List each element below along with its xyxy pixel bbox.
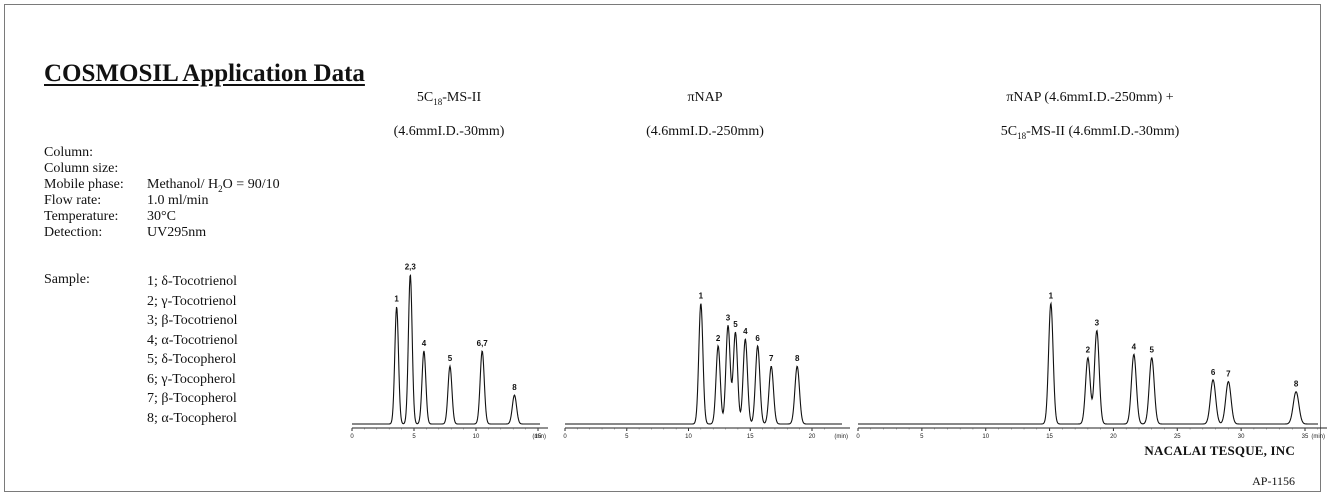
sample-item: 1; δ-Tocotrienol — [147, 274, 237, 289]
panel3-title-line2: 5C18-MS-II (4.6mmI.D.-30mm) — [1000, 124, 1180, 141]
condition-label: Column size: — [44, 161, 119, 176]
x-tick-label: 10 — [982, 434, 989, 440]
chromatogram-trace — [352, 273, 540, 425]
x-tick-label: 15 — [535, 434, 542, 440]
document-code: AP-1156 — [1252, 474, 1295, 488]
x-tick-label: 0 — [856, 434, 860, 440]
x-tick-label: 5 — [625, 434, 629, 440]
panel2-title-line1: πNAP — [687, 90, 723, 105]
page-title: COSMOSIL Application Data — [44, 60, 365, 87]
peak-label: 4 — [422, 339, 427, 348]
panel1-title-line1: 5C18-MS-II — [416, 90, 482, 107]
peak-label: 4 — [1132, 342, 1137, 351]
condition-value: Methanol/ H2O = 90/10 — [147, 177, 280, 194]
peak-label: 1 — [394, 295, 399, 304]
peak-label: 6,7 — [477, 339, 489, 348]
peak-label: 3 — [726, 313, 731, 322]
x-tick-label: 30 — [1238, 434, 1245, 440]
peak-label: 5 — [448, 354, 453, 363]
peak-label: 6 — [1211, 368, 1216, 377]
peak-label: 8 — [512, 383, 517, 392]
x-unit-label: (min) — [834, 434, 848, 440]
condition-value: 30°C — [147, 209, 176, 224]
peak-label: 1 — [699, 291, 704, 300]
peak-label: 6 — [755, 334, 760, 343]
sample-item: 6; γ-Tocopherol — [147, 371, 236, 387]
peak-label: 2,3 — [405, 262, 417, 271]
chromatogram-trace — [565, 303, 842, 425]
condition-row: Temperature: 30°C — [44, 209, 176, 225]
x-tick-label: 15 — [747, 434, 754, 440]
peak-label: 2 — [716, 334, 721, 343]
condition-label: Flow rate: — [44, 193, 102, 208]
condition-label: Temperature: — [44, 209, 119, 224]
sample-label: Sample: — [44, 272, 90, 287]
x-unit-label: (min) — [1311, 434, 1325, 440]
condition-label: Column: — [44, 145, 94, 160]
page-frame — [4, 4, 1321, 492]
sample-item: 7; β-Tocopherol — [147, 391, 237, 406]
condition-row: Column size: — [44, 161, 147, 177]
x-tick-label: 0 — [563, 434, 567, 440]
company-name: NACALAI TESQUE, INC — [1144, 443, 1295, 458]
peak-label: 8 — [1294, 380, 1299, 389]
condition-row: Detection: UV295nm — [44, 225, 206, 241]
x-tick-label: 25 — [1174, 434, 1181, 440]
sample-list: 1; δ-Tocotrienol 2; γ-Tocotrienol 3; β-Toc… — [147, 272, 238, 428]
x-tick-label: 0 — [350, 434, 354, 440]
panel3-title-line1: πNAP (4.6mmI.D.-250mm) + — [1006, 90, 1174, 105]
panel1-title-line2: (4.6mmI.D.-30mm) — [393, 124, 505, 139]
peak-label: 1 — [1049, 291, 1054, 300]
x-unit-label: (min) — [532, 434, 546, 440]
condition-value: UV295nm — [147, 225, 207, 240]
sample-item: 4; α-Tocotrienol — [147, 332, 238, 348]
condition-label: Mobile phase: — [44, 177, 124, 192]
x-tick-label: 5 — [412, 434, 416, 440]
peak-label: 2 — [1086, 346, 1091, 355]
x-tick-label: 10 — [685, 434, 692, 440]
peak-label: 8 — [795, 354, 800, 363]
sample-item: 2; γ-Tocotrienol — [147, 293, 237, 309]
x-tick-label: 10 — [473, 434, 480, 440]
peak-label: 5 — [733, 320, 738, 329]
condition-value: 1.0 ml/min — [147, 193, 209, 208]
sample-item: 3; β-Tocotrienol — [147, 313, 238, 328]
x-tick-label: 5 — [920, 434, 924, 440]
x-tick-label: 35 — [1302, 434, 1309, 440]
sample-item: 8; α-Tocopherol — [147, 410, 237, 426]
chromatogram-panel-3: 0 5 10 15 20 25 30 35 (min) 1 2 3 4 5 6 7 8 — [856, 291, 1327, 440]
x-tick-label: 15 — [1046, 434, 1053, 440]
peak-label: 4 — [743, 327, 748, 336]
condition-row: Column: — [44, 145, 147, 161]
peak-label: 7 — [1226, 370, 1231, 379]
condition-row: Mobile phase: Methanol/ H2O = 90/10 — [44, 177, 280, 193]
sample-item: 5; δ-Tocopherol — [147, 352, 237, 367]
peak-label: 7 — [769, 354, 774, 363]
peak-label: 5 — [1150, 346, 1155, 355]
peak-label: 3 — [1095, 319, 1100, 328]
chromatogram-panel-1: 0 5 10 15(min) 1 2,3 4 5 6,7 8 — [350, 262, 548, 440]
x-tick-label: 20 — [809, 434, 816, 440]
condition-row: Flow rate: 1.0 ml/min — [44, 193, 208, 209]
condition-label: Detection: — [44, 225, 103, 240]
x-tick-label: 20 — [1110, 434, 1117, 440]
chromatogram-trace — [858, 301, 1318, 425]
panel2-title-line2: (4.6mmI.D.-250mm) — [646, 124, 764, 139]
